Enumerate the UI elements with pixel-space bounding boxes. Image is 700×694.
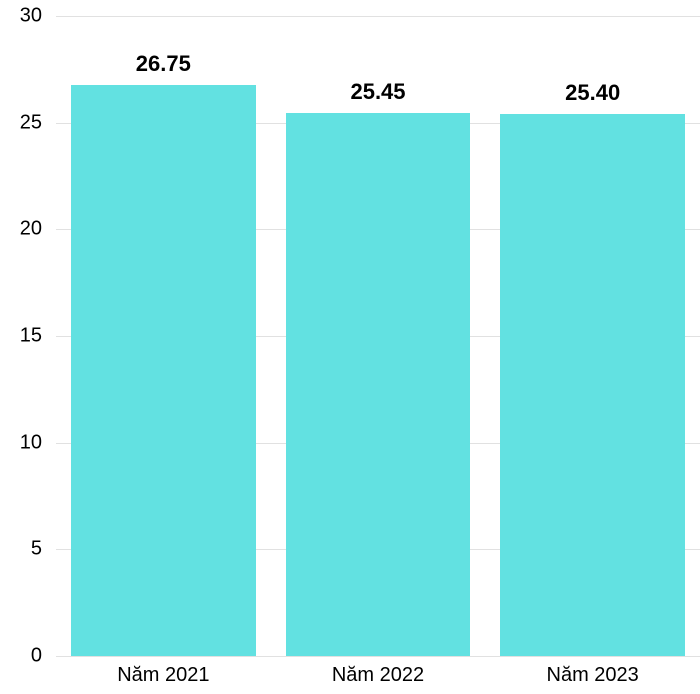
bar-value-label: 25.45 [350, 79, 405, 105]
x-tick-label: Năm 2022 [332, 664, 424, 687]
bar [500, 114, 685, 656]
y-tick-label: 0 [0, 645, 42, 668]
bar-value-label: 26.75 [136, 51, 191, 77]
bar [71, 85, 256, 656]
y-tick-label: 15 [0, 325, 42, 348]
y-tick-label: 5 [0, 538, 42, 561]
bar-chart: 26.75 25.45 25.40 0 5 10 15 20 25 30 Năm 2021 Năm … [0, 0, 700, 694]
gridline [56, 656, 700, 657]
y-tick-label: 20 [0, 218, 42, 241]
y-tick-label: 10 [0, 431, 42, 454]
x-tick-label: Năm 2021 [117, 664, 209, 687]
gridline [56, 16, 700, 17]
bar [286, 113, 471, 656]
y-tick-label: 25 [0, 111, 42, 134]
plot-area: 26.75 25.45 25.40 [56, 16, 700, 656]
bar-value-label: 25.40 [565, 80, 620, 106]
x-tick-label: Năm 2023 [547, 664, 639, 687]
y-tick-label: 30 [0, 5, 42, 28]
